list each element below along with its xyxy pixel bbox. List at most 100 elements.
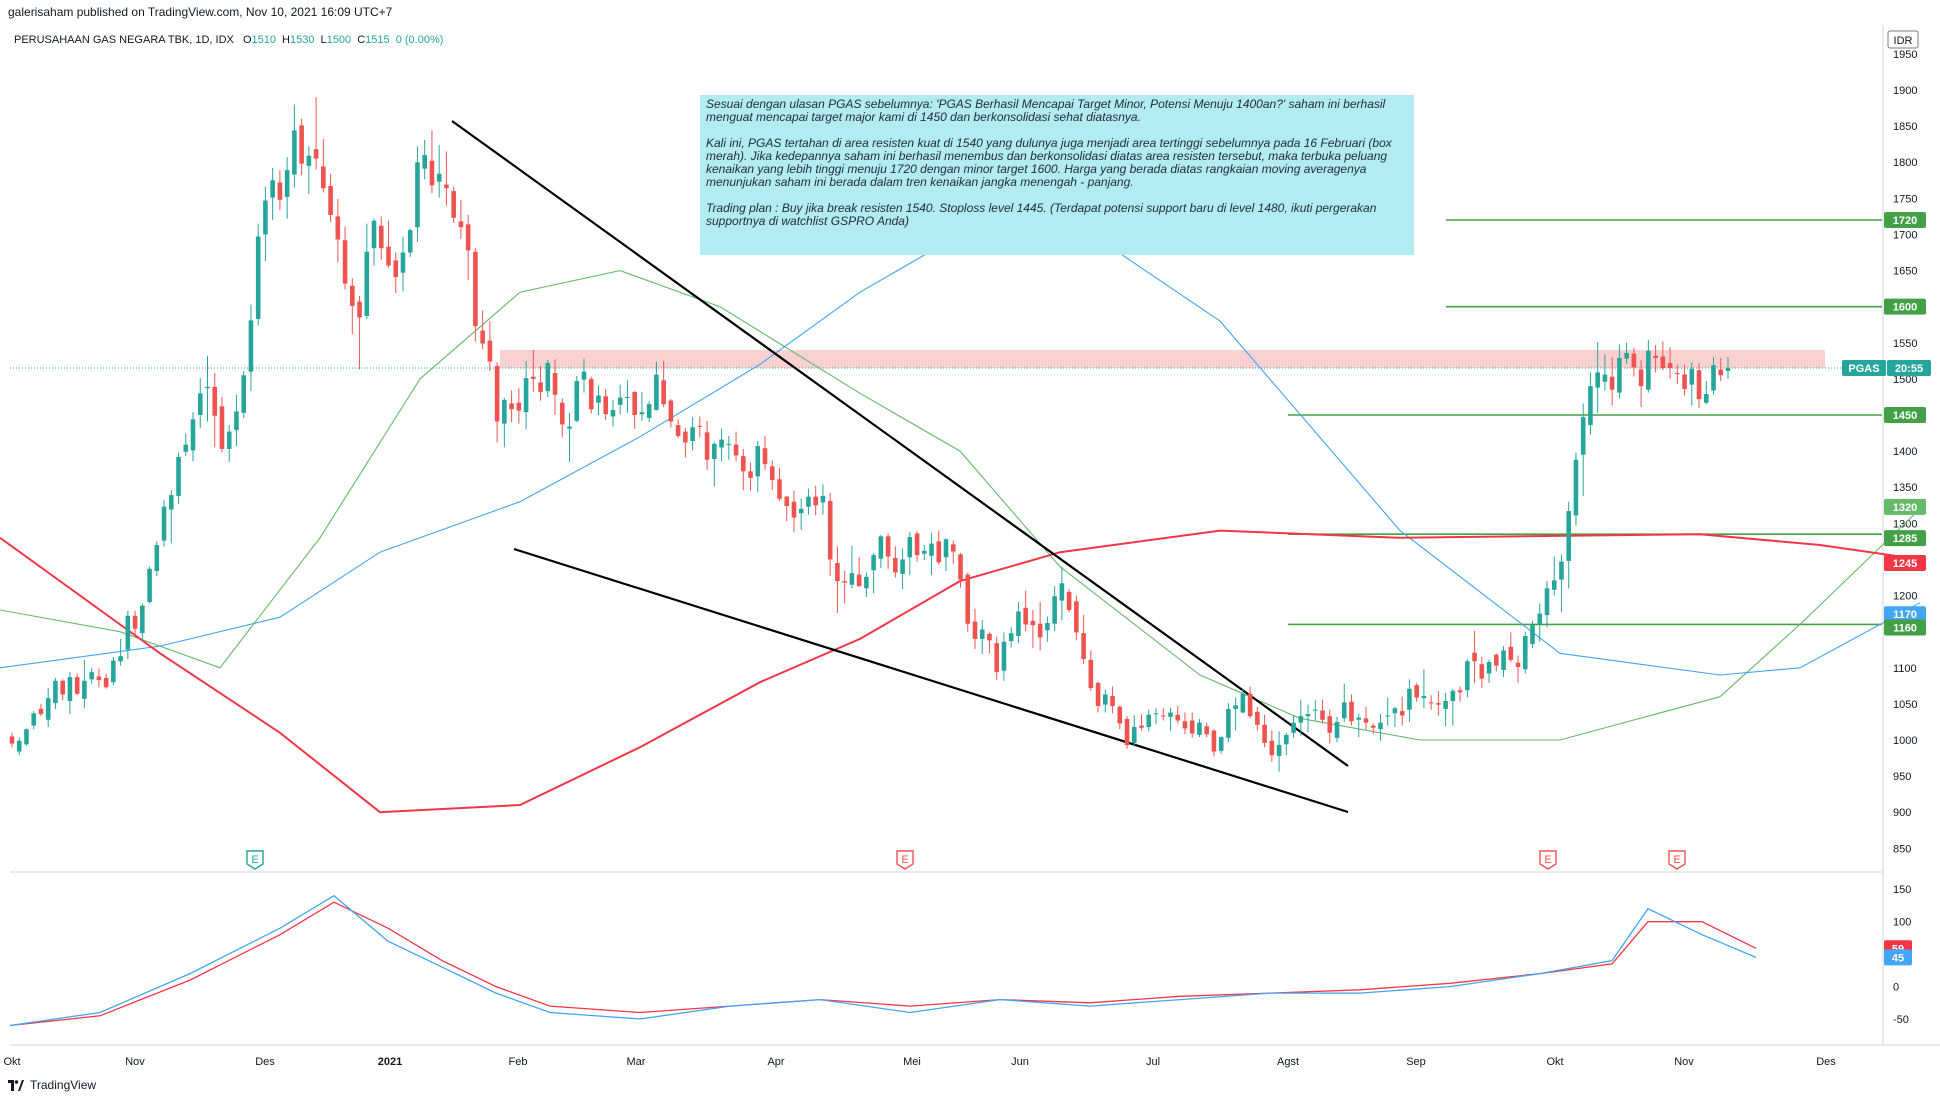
- footer-brand: TradingView: [30, 1078, 97, 1092]
- earnings-marker-icon[interactable]: E: [1668, 850, 1686, 870]
- candle: [1247, 686, 1253, 719]
- candle: [1211, 729, 1217, 756]
- candle: [407, 228, 413, 257]
- tradingview-footer[interactable]: TradingView: [8, 1078, 96, 1092]
- legend-close-value: 1515: [365, 34, 390, 46]
- candle: [292, 104, 297, 188]
- candle: [371, 218, 377, 266]
- candle: [480, 310, 485, 350]
- candle: [168, 490, 174, 544]
- candle: [1240, 688, 1246, 714]
- candle: [610, 399, 616, 427]
- x-tick-label: 2021: [378, 1056, 402, 1068]
- candle: [1052, 586, 1057, 631]
- candle: [900, 548, 905, 590]
- candle: [617, 384, 623, 415]
- osc-tick-label: 150: [1893, 884, 1911, 896]
- candle: [1667, 347, 1673, 379]
- candle: [820, 484, 826, 515]
- price-tag-label: 1160: [1893, 622, 1917, 634]
- candle: [1160, 708, 1166, 721]
- candle: [1580, 403, 1586, 496]
- legend-low-label: L: [320, 34, 327, 46]
- candle: [1262, 714, 1267, 748]
- candle: [1711, 357, 1716, 395]
- candle: [1544, 581, 1550, 628]
- y-tick-label: 1000: [1893, 735, 1917, 747]
- candle: [234, 394, 239, 447]
- candle: [9, 732, 15, 748]
- candle: [313, 97, 319, 170]
- candle: [422, 139, 428, 180]
- legend-open-label: O: [242, 34, 252, 46]
- candle: [646, 401, 652, 423]
- candle: [1465, 659, 1470, 698]
- candle: [444, 151, 449, 206]
- candle: [226, 425, 232, 462]
- candle: [386, 220, 391, 268]
- candle: [1298, 699, 1304, 736]
- tradingview-logo-icon: [8, 1079, 24, 1091]
- x-tick-label: Des: [1816, 1056, 1836, 1068]
- x-tick-label: Mar: [627, 1056, 646, 1068]
- earnings-marker-icon[interactable]: E: [896, 850, 914, 870]
- candle: [1291, 715, 1296, 738]
- candle: [856, 557, 862, 587]
- candle: [1059, 566, 1065, 621]
- candle: [922, 545, 927, 561]
- candle: [1081, 615, 1086, 665]
- candle: [1392, 706, 1398, 727]
- candle: [690, 417, 695, 451]
- wedge-trendline-2: [513, 547, 1349, 814]
- candle: [1407, 679, 1412, 722]
- candle: [451, 186, 456, 223]
- x-tick-label: Jul: [1146, 1056, 1160, 1068]
- candle: [791, 490, 797, 532]
- candle: [60, 679, 65, 701]
- candle: [769, 460, 775, 491]
- candle: [1421, 669, 1427, 709]
- candle: [1718, 357, 1724, 382]
- x-tick-label: Agst: [1277, 1056, 1299, 1068]
- candle: [400, 236, 406, 292]
- x-tick-label: Okt: [1546, 1056, 1563, 1068]
- candle: [979, 620, 985, 655]
- candle: [1139, 714, 1144, 731]
- candle: [1436, 690, 1441, 716]
- osc-tick-label: -50: [1893, 1014, 1909, 1026]
- candle: [509, 390, 514, 423]
- candle: [581, 358, 587, 393]
- legend-open-value: 1510: [251, 34, 276, 46]
- earnings-marker-icon[interactable]: E: [1539, 850, 1557, 870]
- candle: [197, 378, 203, 428]
- candle: [842, 571, 847, 604]
- candle: [950, 540, 956, 564]
- earnings-marker-icon[interactable]: E: [246, 850, 264, 870]
- svg-text:E: E: [1673, 854, 1680, 866]
- osc-tick-label: 0: [1893, 982, 1899, 994]
- candle: [1341, 683, 1347, 722]
- y-tick-label: 1850: [1893, 121, 1917, 133]
- candle: [849, 545, 855, 589]
- y-tick-label: 1950: [1893, 49, 1917, 61]
- candle: [67, 672, 73, 714]
- price-tag-PGAS: [1842, 360, 1886, 377]
- x-tick-label: Feb: [509, 1056, 528, 1068]
- candle: [755, 441, 761, 493]
- candle: [458, 199, 464, 239]
- candle: [1269, 730, 1275, 762]
- x-tick-label: Okt: [3, 1056, 20, 1068]
- candle: [494, 362, 500, 443]
- candle: [740, 448, 746, 491]
- candle: [1356, 713, 1362, 738]
- candle: [1682, 364, 1687, 396]
- wedge-trendline-1: [451, 120, 1349, 767]
- price-tag-1285: [1884, 530, 1926, 547]
- candle: [1638, 360, 1644, 408]
- publisher-line: galerisaham published on TradingView.com…: [8, 5, 393, 19]
- candle: [914, 531, 920, 562]
- candle: [1588, 372, 1593, 435]
- price-tag-label: 1600: [1893, 302, 1917, 314]
- candle: [1501, 646, 1506, 678]
